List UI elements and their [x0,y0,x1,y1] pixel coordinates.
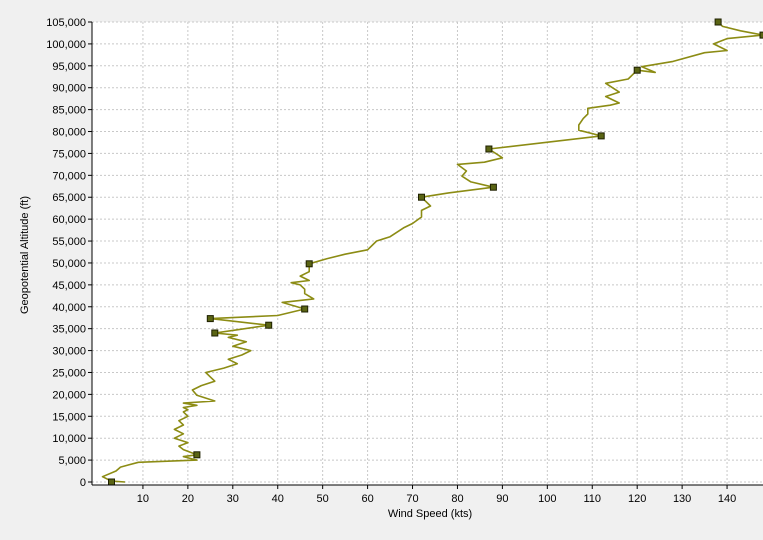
data-point-marker [485,145,493,153]
axes [88,21,763,489]
y-axis-title: Geopotential Altitude (ft) [19,196,31,314]
y-tick-label: 70,000 [52,170,86,182]
y-tick-label: 95,000 [52,61,86,73]
y-tick-label: 35,000 [52,324,86,336]
data-point-marker [759,31,763,39]
x-tick-label: 130 [673,493,691,505]
y-tick-label: 100,000 [46,39,86,51]
data-point-marker [206,315,214,323]
series-line [101,21,763,483]
y-tick-label: 15,000 [52,411,86,423]
x-tick-label: 120 [628,493,646,505]
y-tick-label: 60,000 [52,214,86,226]
y-tick-label: 105,000 [46,17,86,29]
y-tick-label: 55,000 [52,236,86,248]
x-tick-label: 40 [272,493,284,505]
data-point-marker [301,305,309,313]
data-point-marker [633,66,641,74]
plot-area [92,22,763,485]
x-tick-label: 100 [538,493,556,505]
data-point-marker [597,132,605,140]
y-tick-label: 25,000 [52,367,86,379]
y-tick-label: 45,000 [52,280,86,292]
x-tick-label: 140 [718,493,736,505]
y-tick-label: 5,000 [58,455,86,467]
data-point-marker [265,321,273,329]
x-tick-label: 80 [451,493,463,505]
x-tick-label: 110 [583,493,601,505]
data-point-marker [108,478,115,486]
y-tick-label: 50,000 [52,258,86,270]
y-tick-label: 20,000 [52,389,86,401]
y-tick-label: 80,000 [52,127,86,139]
x-tick-label: 50 [317,493,329,505]
x-tick-label: 60 [361,493,373,505]
data-point-marker [305,260,313,268]
y-tick-label: 85,000 [52,105,86,117]
x-tick-label: 70 [406,493,418,505]
y-tick-label: 10,000 [52,433,86,445]
y-tick-label: 75,000 [52,148,86,160]
grid-lines [92,21,763,485]
y-tick-label: 90,000 [52,83,86,95]
data-point-marker [211,329,219,337]
series-layer [101,18,763,486]
y-tick-label: 0 [80,477,86,489]
y-tick-label: 40,000 [52,302,86,314]
x-tick-label: 30 [227,493,239,505]
data-point-marker [418,193,425,201]
x-tick-label: 10 [137,493,149,505]
x-axis-title: Wind Speed (kts) [388,508,472,520]
tick-labels: 10 20 30 40 50 60 70 80 90 100 110 120 130 140 0 5,000 1… [46,17,736,505]
x-tick-label: 20 [182,493,194,505]
y-tick-label: 65,000 [52,192,86,204]
data-point-marker [193,451,201,459]
x-tick-label: 90 [496,493,508,505]
data-point-marker [714,18,722,26]
data-point-marker [489,183,497,191]
y-tick-label: 30,000 [52,346,86,358]
